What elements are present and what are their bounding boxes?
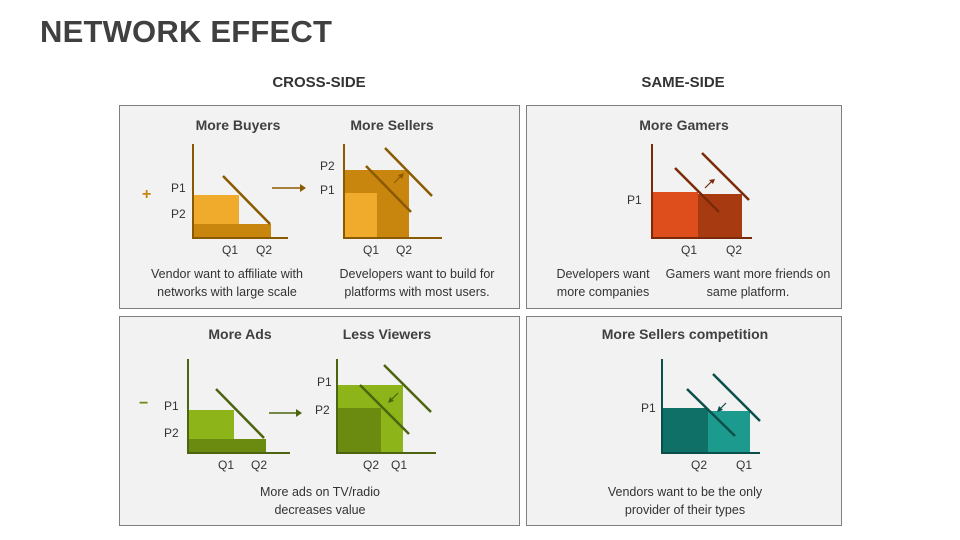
y-tick-p2: P2 (320, 159, 335, 173)
demand-line-new (384, 147, 433, 197)
x-tick-q2: Q2 (726, 243, 743, 257)
demand-line-old (674, 167, 720, 213)
y-tick-p1: P1 (320, 183, 335, 197)
same-side-heading: SAME-SIDE (641, 74, 725, 91)
sellers-area-top (344, 170, 409, 194)
buyers-area-p1 (193, 195, 239, 225)
more-ads-label: More Ads (208, 326, 272, 342)
positive-sign: + (142, 186, 152, 203)
cross-side-heading: CROSS-SIDE (272, 74, 366, 91)
y-tick-p2: P2 (164, 426, 179, 440)
demand-line-new (686, 388, 736, 437)
more-gamers-label: More Gamers (639, 117, 729, 133)
caption-developers: Developers want more companies (556, 267, 650, 299)
x-tick-q1: Q1 (222, 243, 239, 257)
negative-sign: − (139, 395, 149, 412)
demand-line-new (359, 384, 410, 435)
y-tick-p2: P2 (315, 403, 330, 417)
demand-line (215, 388, 265, 439)
viewers-area-q2 (337, 408, 382, 453)
panel-cross-positive-graphics (192, 144, 442, 239)
page-title: NETWORK EFFECT (40, 14, 333, 49)
panel-cross-positive: + More Buyers P1 P2 Q1 Q2 More Sellers P… (119, 105, 520, 309)
more-sellers-competition-label: More Sellers competition (601, 326, 769, 342)
y-tick-p1: P1 (627, 193, 642, 207)
sellers-area-q2 (377, 193, 409, 238)
y-tick-p1: P1 (164, 399, 179, 413)
shift-arrow (390, 392, 399, 401)
panel-same-positive-graphics (651, 144, 752, 239)
x-tick-q2: Q2 (691, 458, 708, 472)
panel-same-negative: More Sellers competition P1 Q2 Q1 Vendor… (526, 316, 842, 526)
demand-line (222, 175, 271, 225)
viewers-area-q1 (381, 408, 403, 453)
x-tick-q1: Q1 (681, 243, 698, 257)
arrow-right-icon (296, 409, 302, 417)
panel-cross-negative-graphics (187, 359, 436, 454)
y-tick-p1: P1 (171, 181, 186, 195)
y-tick-p1: P1 (317, 375, 332, 389)
panel-same-negative-graphics (661, 359, 761, 454)
shift-arrow-icon (717, 406, 723, 412)
more-buyers-label: More Buyers (195, 117, 281, 133)
x-tick-q1: Q1 (736, 458, 753, 472)
shift-arrow-icon (709, 179, 715, 184)
sellers-area-p1 (344, 193, 378, 238)
shift-arrow-icon (388, 397, 394, 403)
demand-line-old (365, 165, 412, 213)
x-tick-q1: Q1 (363, 243, 380, 257)
sellers-area-q2 (662, 408, 708, 453)
y-tick-p1: P1 (641, 401, 656, 415)
panel-cross-negative: − More Ads P1 P2 Q1 Q2 Less Viewers P1 P… (119, 316, 520, 526)
shift-arrow (704, 181, 712, 189)
y-tick-p2: P2 (171, 207, 186, 221)
demand-line-old (383, 364, 432, 413)
demand-line-old (712, 373, 761, 422)
gamers-area-q1 (652, 192, 698, 238)
caption-buyers: Vendor want to affiliate with networks w… (151, 267, 303, 299)
caption-vendors: Vendors want to be the only provider of … (607, 485, 763, 517)
x-tick-q2: Q2 (256, 243, 273, 257)
shift-arrow (393, 175, 402, 184)
ads-area-p1 (188, 410, 234, 440)
caption-gamers: Gamers want more friends on same platfor… (665, 267, 831, 299)
ads-area-p2 (188, 439, 266, 453)
x-tick-q1: Q1 (218, 458, 235, 472)
x-tick-q2: Q2 (251, 458, 268, 472)
demand-line-new (701, 152, 750, 201)
gamers-area-q2 (698, 194, 742, 238)
buyers-area-p2 (193, 224, 271, 238)
x-tick-q2: Q2 (363, 458, 380, 472)
more-sellers-label: More Sellers (350, 117, 434, 133)
less-viewers-label: Less Viewers (342, 326, 432, 342)
x-tick-q2: Q2 (396, 243, 413, 257)
arrow-right-icon (300, 184, 306, 192)
caption-ads: More ads on TV/radio decreases value (260, 485, 380, 517)
panel-same-positive: More Gamers P1 Q1 Q2 Developers want mor… (526, 105, 842, 309)
x-tick-q1: Q1 (391, 458, 408, 472)
shift-arrow-icon (398, 173, 404, 179)
viewers-area-top (337, 385, 403, 409)
caption-sellers: Developers want to build for platforms w… (339, 267, 495, 299)
